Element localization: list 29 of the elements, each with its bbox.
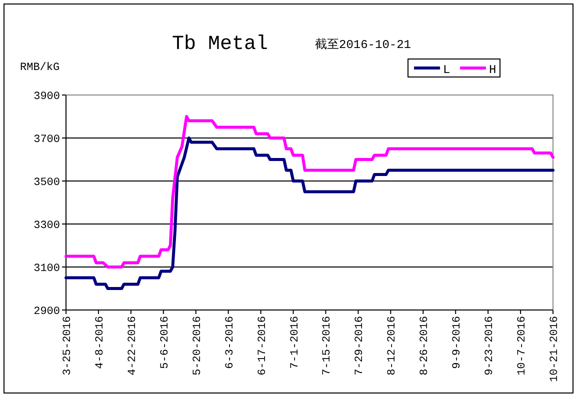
x-tick-label: 3-25-2016 [62, 316, 74, 376]
y-tick-label: 3500 [34, 177, 60, 189]
y-tick-label: 3100 [34, 263, 60, 275]
legend-label: L [443, 63, 450, 77]
y-tick-label: 2900 [34, 306, 60, 318]
x-tick-label: 8-26-2016 [419, 316, 432, 376]
x-tick-label: 4-8-2016 [94, 316, 106, 369]
x-tick-label: 5-6-2016 [159, 316, 172, 369]
x-tick-label: 10-7-2016 [516, 316, 529, 376]
y-tick-label: 3900 [34, 91, 60, 103]
x-tick-label: 7-29-2016 [354, 316, 366, 376]
x-tick-label: 9-23-2016 [484, 316, 496, 376]
x-tick-label: 9-9-2016 [452, 316, 464, 369]
x-tick-label: 8-12-2016 [386, 316, 399, 376]
x-tick-label: 10-21-2016 [549, 316, 561, 382]
line-series [64, 115, 554, 268]
legend-label: H [489, 63, 496, 77]
x-tick-label: 4-22-2016 [126, 316, 139, 376]
x-tick-label: 7-1-2016 [289, 316, 302, 369]
y-tick-label: 3700 [34, 134, 60, 146]
x-tick-label: 5-20-2016 [192, 316, 204, 376]
chart-subtitle: 截至2016-10-21 [315, 38, 412, 52]
line-series [64, 136, 554, 290]
x-tick-label: 6-3-2016 [224, 316, 236, 369]
x-tick-label: 7-15-2016 [322, 316, 334, 376]
y-axis-title: RMB/kG [20, 62, 60, 74]
chart-title: Tb Metal [172, 33, 268, 56]
x-tick-label: 6-17-2016 [256, 316, 269, 376]
y-tick-label: 3300 [34, 220, 60, 232]
